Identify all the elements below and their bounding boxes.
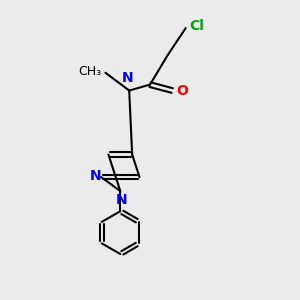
Text: CH₃: CH₃ <box>78 65 101 78</box>
Text: N: N <box>116 193 128 206</box>
Text: Cl: Cl <box>189 19 204 33</box>
Text: O: O <box>176 84 188 98</box>
Text: N: N <box>122 70 134 85</box>
Text: N: N <box>90 169 101 183</box>
